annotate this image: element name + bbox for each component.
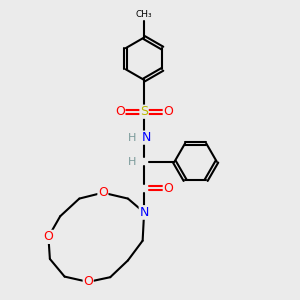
Text: H: H [128, 133, 136, 142]
Text: O: O [44, 230, 53, 243]
Text: N: N [140, 206, 149, 219]
Text: O: O [163, 105, 173, 118]
Text: O: O [163, 182, 173, 195]
Text: N: N [142, 131, 151, 144]
Text: S: S [140, 105, 148, 118]
Text: O: O [115, 105, 125, 118]
Text: O: O [83, 275, 93, 288]
Text: H: H [128, 157, 136, 167]
Text: O: O [98, 186, 108, 199]
Text: N: N [140, 206, 149, 219]
Text: CH₃: CH₃ [136, 10, 152, 19]
